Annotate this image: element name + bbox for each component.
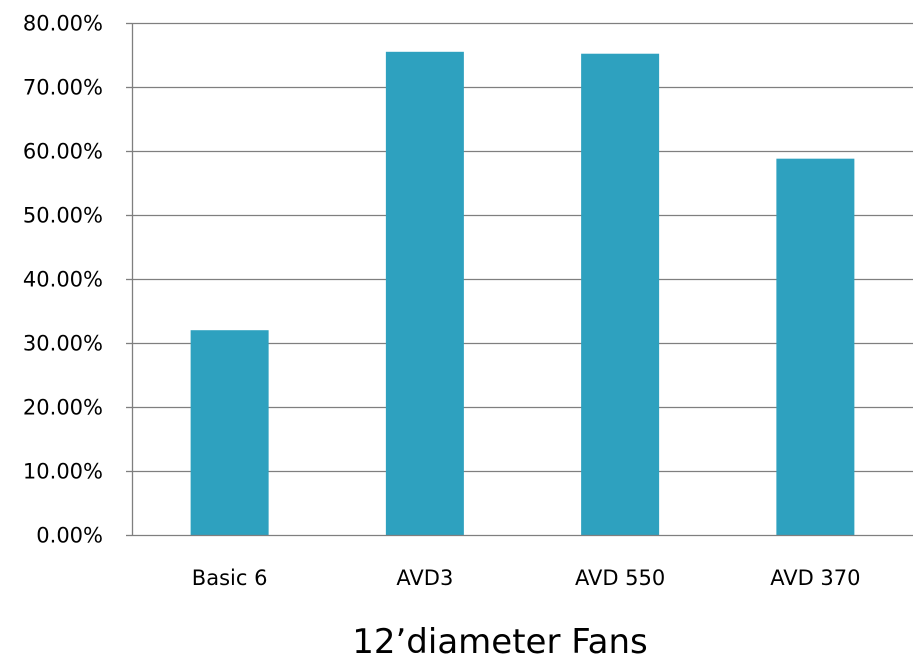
y-tick-label: 70.00%: [23, 76, 103, 100]
y-tick-label: 40.00%: [23, 268, 103, 292]
x-category-labels: Basic 6 AVD3 AVD 550 AVD 370: [192, 566, 861, 590]
bars: [190, 51, 855, 536]
x-category-label: AVD3: [396, 566, 453, 590]
axes: [126, 22, 913, 537]
y-tick-label: 50.00%: [23, 204, 103, 228]
x-category-label: AVD 370: [770, 566, 860, 590]
y-tick-label: 30.00%: [23, 332, 103, 356]
bar: [385, 51, 464, 536]
bar: [581, 53, 660, 535]
x-axis-title: 12’diameter Fans: [352, 622, 648, 661]
y-tick-label: 80.00%: [23, 12, 103, 36]
bar: [190, 330, 269, 535]
y-tick-label: 60.00%: [23, 140, 103, 164]
y-tick-label: 10.00%: [23, 460, 103, 484]
y-tick-label: 20.00%: [23, 396, 103, 420]
y-tick-label: 0.00%: [36, 524, 103, 548]
bar: [776, 158, 855, 535]
x-category-label: Basic 6: [192, 566, 268, 590]
y-tick-labels: 0.00% 10.00% 20.00% 30.00% 40.00% 50.00% 60.00…: [23, 12, 103, 548]
x-category-label: AVD 550: [575, 566, 665, 590]
